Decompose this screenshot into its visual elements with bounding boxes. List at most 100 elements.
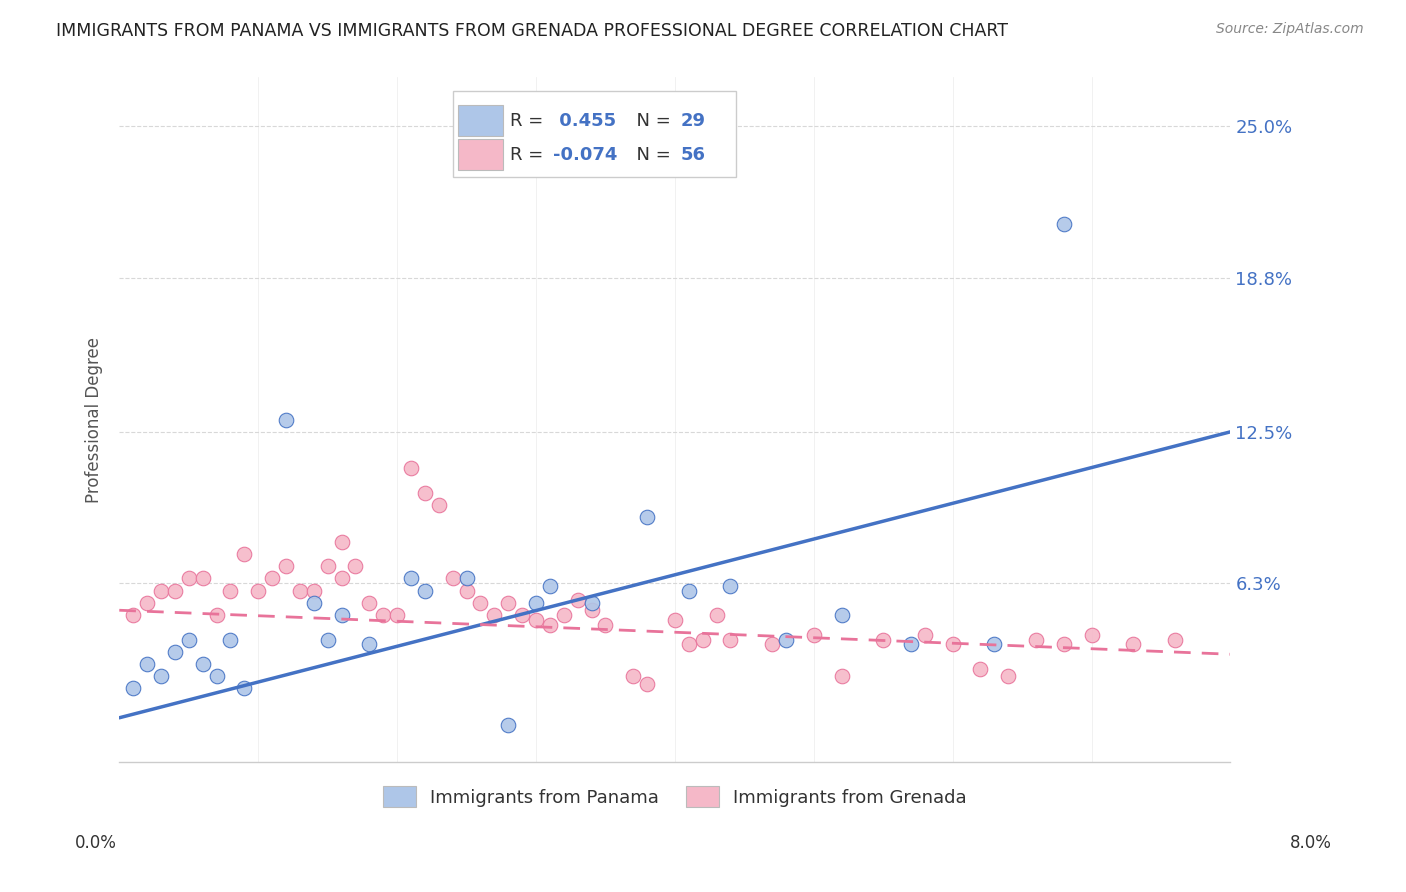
Point — [775, 632, 797, 647]
Point — [191, 572, 214, 586]
Point — [983, 637, 1005, 651]
Point — [692, 632, 714, 647]
Point — [1080, 628, 1102, 642]
Point — [969, 662, 991, 676]
Point — [553, 608, 575, 623]
Point — [538, 618, 561, 632]
Point — [1164, 632, 1187, 647]
Point — [636, 676, 658, 690]
Point — [302, 596, 325, 610]
Point — [274, 559, 297, 574]
Point — [496, 718, 519, 732]
Point — [636, 510, 658, 524]
Point — [316, 632, 339, 647]
Point — [761, 637, 783, 651]
Point — [470, 596, 492, 610]
Point — [302, 583, 325, 598]
Point — [581, 596, 603, 610]
Point — [413, 583, 436, 598]
Point — [484, 608, 506, 623]
Point — [803, 628, 825, 642]
Point — [233, 681, 256, 696]
Point — [1053, 637, 1076, 651]
Point — [330, 534, 353, 549]
Point — [581, 603, 603, 617]
Text: IMMIGRANTS FROM PANAMA VS IMMIGRANTS FROM GRENADA PROFESSIONAL DEGREE CORRELATIO: IMMIGRANTS FROM PANAMA VS IMMIGRANTS FRO… — [56, 22, 1008, 40]
Point — [441, 572, 464, 586]
Point — [678, 637, 700, 651]
Point — [567, 593, 589, 607]
Text: -0.074: -0.074 — [553, 145, 617, 164]
Point — [163, 583, 186, 598]
Point — [595, 618, 617, 632]
Point — [359, 637, 381, 651]
Point — [399, 461, 422, 475]
Legend: Immigrants from Panama, Immigrants from Grenada: Immigrants from Panama, Immigrants from … — [375, 779, 974, 814]
Text: R =: R = — [510, 112, 550, 129]
Point — [456, 583, 478, 598]
Point — [1122, 637, 1144, 651]
Point — [233, 547, 256, 561]
Text: 56: 56 — [681, 145, 706, 164]
Point — [524, 596, 547, 610]
FancyBboxPatch shape — [453, 91, 735, 177]
Point — [122, 681, 145, 696]
Point — [720, 632, 742, 647]
Point — [288, 583, 311, 598]
Point — [136, 596, 159, 610]
Point — [413, 486, 436, 500]
Point — [316, 559, 339, 574]
Point — [177, 572, 200, 586]
Point — [274, 412, 297, 426]
Point — [136, 657, 159, 671]
Point — [149, 669, 172, 683]
Point — [496, 596, 519, 610]
Text: R =: R = — [510, 145, 550, 164]
Point — [1025, 632, 1047, 647]
Text: 0.455: 0.455 — [553, 112, 616, 129]
Text: Source: ZipAtlas.com: Source: ZipAtlas.com — [1216, 22, 1364, 37]
Point — [359, 596, 381, 610]
Point — [1053, 217, 1076, 231]
Text: 0.0%: 0.0% — [75, 834, 117, 852]
Text: 8.0%: 8.0% — [1289, 834, 1331, 852]
Point — [219, 583, 242, 598]
Point — [219, 632, 242, 647]
Point — [942, 637, 965, 651]
Point — [900, 637, 922, 651]
Point — [247, 583, 270, 598]
Bar — [458, 105, 502, 136]
Point — [373, 608, 395, 623]
Point — [678, 583, 700, 598]
Point — [872, 632, 894, 647]
Y-axis label: Professional Degree: Professional Degree — [86, 336, 103, 502]
Point — [122, 608, 145, 623]
Point — [997, 669, 1019, 683]
Point — [720, 579, 742, 593]
Point — [706, 608, 728, 623]
Point — [205, 608, 228, 623]
Point — [399, 572, 422, 586]
Point — [456, 572, 478, 586]
Point — [538, 579, 561, 593]
Point — [510, 608, 533, 623]
Point — [191, 657, 214, 671]
Point — [427, 498, 450, 512]
Point — [621, 669, 644, 683]
Point — [177, 632, 200, 647]
Point — [163, 645, 186, 659]
Point — [330, 608, 353, 623]
Point — [831, 608, 853, 623]
Text: N =: N = — [624, 145, 676, 164]
Point — [330, 572, 353, 586]
Point — [262, 572, 284, 586]
Text: 29: 29 — [681, 112, 706, 129]
Bar — [458, 139, 502, 169]
Point — [914, 628, 936, 642]
Text: N =: N = — [624, 112, 676, 129]
Point — [149, 583, 172, 598]
Point — [344, 559, 367, 574]
Point — [664, 613, 686, 627]
Point — [524, 613, 547, 627]
Point — [205, 669, 228, 683]
